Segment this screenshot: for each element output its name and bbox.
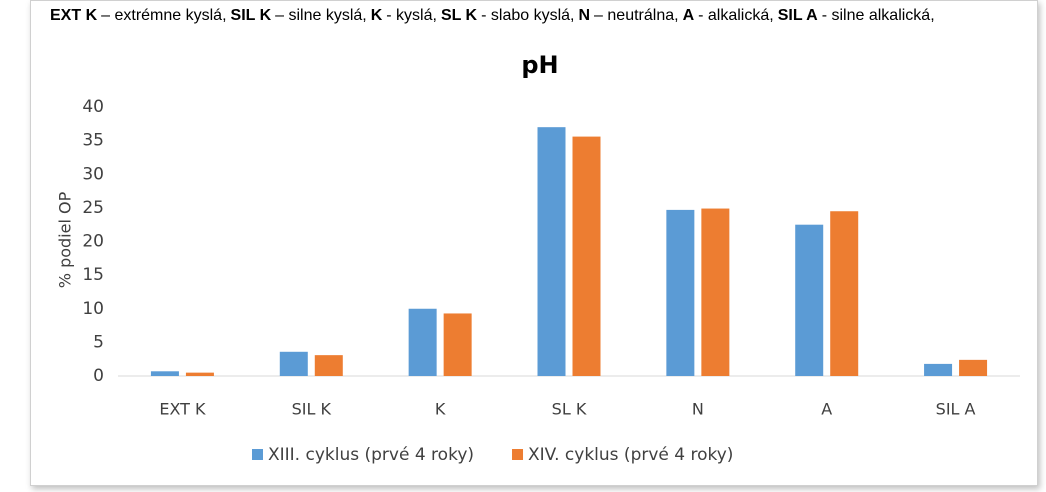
- bar: [537, 127, 566, 376]
- bar: [443, 313, 472, 376]
- x-tick-label: SIL K: [292, 400, 332, 419]
- abbreviation-meaning: - silne alkalická,: [821, 7, 935, 24]
- abbreviation-note: EXT K – extrémne kyslá, SIL K – silne kyslá…: [50, 6, 1040, 26]
- x-tick-label: SL K: [552, 400, 587, 419]
- bar: [314, 355, 343, 376]
- legend-label: XIV. cyklus (prvé 4 roky): [528, 445, 733, 465]
- y-tick-label: 25: [82, 198, 104, 218]
- y-axis-title: % podiel OP: [56, 191, 75, 288]
- chart-frame: [30, 0, 1038, 486]
- abbreviation: EXT K: [50, 7, 98, 24]
- abbreviation: SIL A: [777, 7, 818, 24]
- bar: [185, 372, 214, 376]
- y-tick-label: 10: [82, 299, 104, 319]
- bar: [959, 359, 988, 376]
- x-tick-label: SIL A: [936, 400, 976, 419]
- abbreviation-meaning: – extrémne kyslá,: [101, 7, 227, 24]
- abbreviation: SIL K: [230, 7, 272, 24]
- y-tick-label: 20: [82, 232, 104, 252]
- abbreviation-meaning: - kyslá,: [386, 7, 437, 24]
- bar: [830, 211, 859, 376]
- abbreviation: A: [682, 7, 695, 24]
- bar: [408, 308, 437, 376]
- abbreviation-meaning: – neutrálna,: [594, 7, 679, 24]
- abbreviation: K: [370, 7, 383, 24]
- y-tick-label: 40: [82, 97, 104, 117]
- abbreviation-meaning: - slabo kyslá,: [481, 7, 575, 24]
- abbreviation: SL K: [440, 7, 478, 24]
- y-tick-label: 15: [82, 265, 104, 285]
- bar: [572, 136, 601, 376]
- x-tick-label: EXT K: [159, 400, 206, 419]
- bar: [150, 371, 179, 376]
- abbreviation-meaning: - alkalická,: [698, 7, 774, 24]
- bar: [701, 208, 730, 376]
- bar: [666, 209, 695, 376]
- x-tick-label: N: [692, 400, 704, 419]
- abbreviation-meaning: – silne kyslá,: [275, 7, 367, 24]
- chart-title: pH: [521, 51, 558, 79]
- abbreviation: N: [578, 7, 591, 24]
- y-tick-label: 5: [93, 332, 104, 352]
- y-tick-label: 35: [82, 131, 104, 151]
- legend-label: XIII. cyklus (prvé 4 roky): [268, 445, 474, 465]
- bar: [279, 351, 308, 376]
- y-tick-label: 30: [82, 164, 104, 184]
- y-tick-label: 0: [93, 366, 104, 386]
- legend-swatch: [252, 449, 263, 460]
- x-tick-label: K: [435, 400, 446, 419]
- x-tick-label: A: [821, 400, 832, 419]
- bar: [924, 363, 953, 376]
- legend-swatch: [512, 449, 524, 460]
- bar: [795, 224, 824, 376]
